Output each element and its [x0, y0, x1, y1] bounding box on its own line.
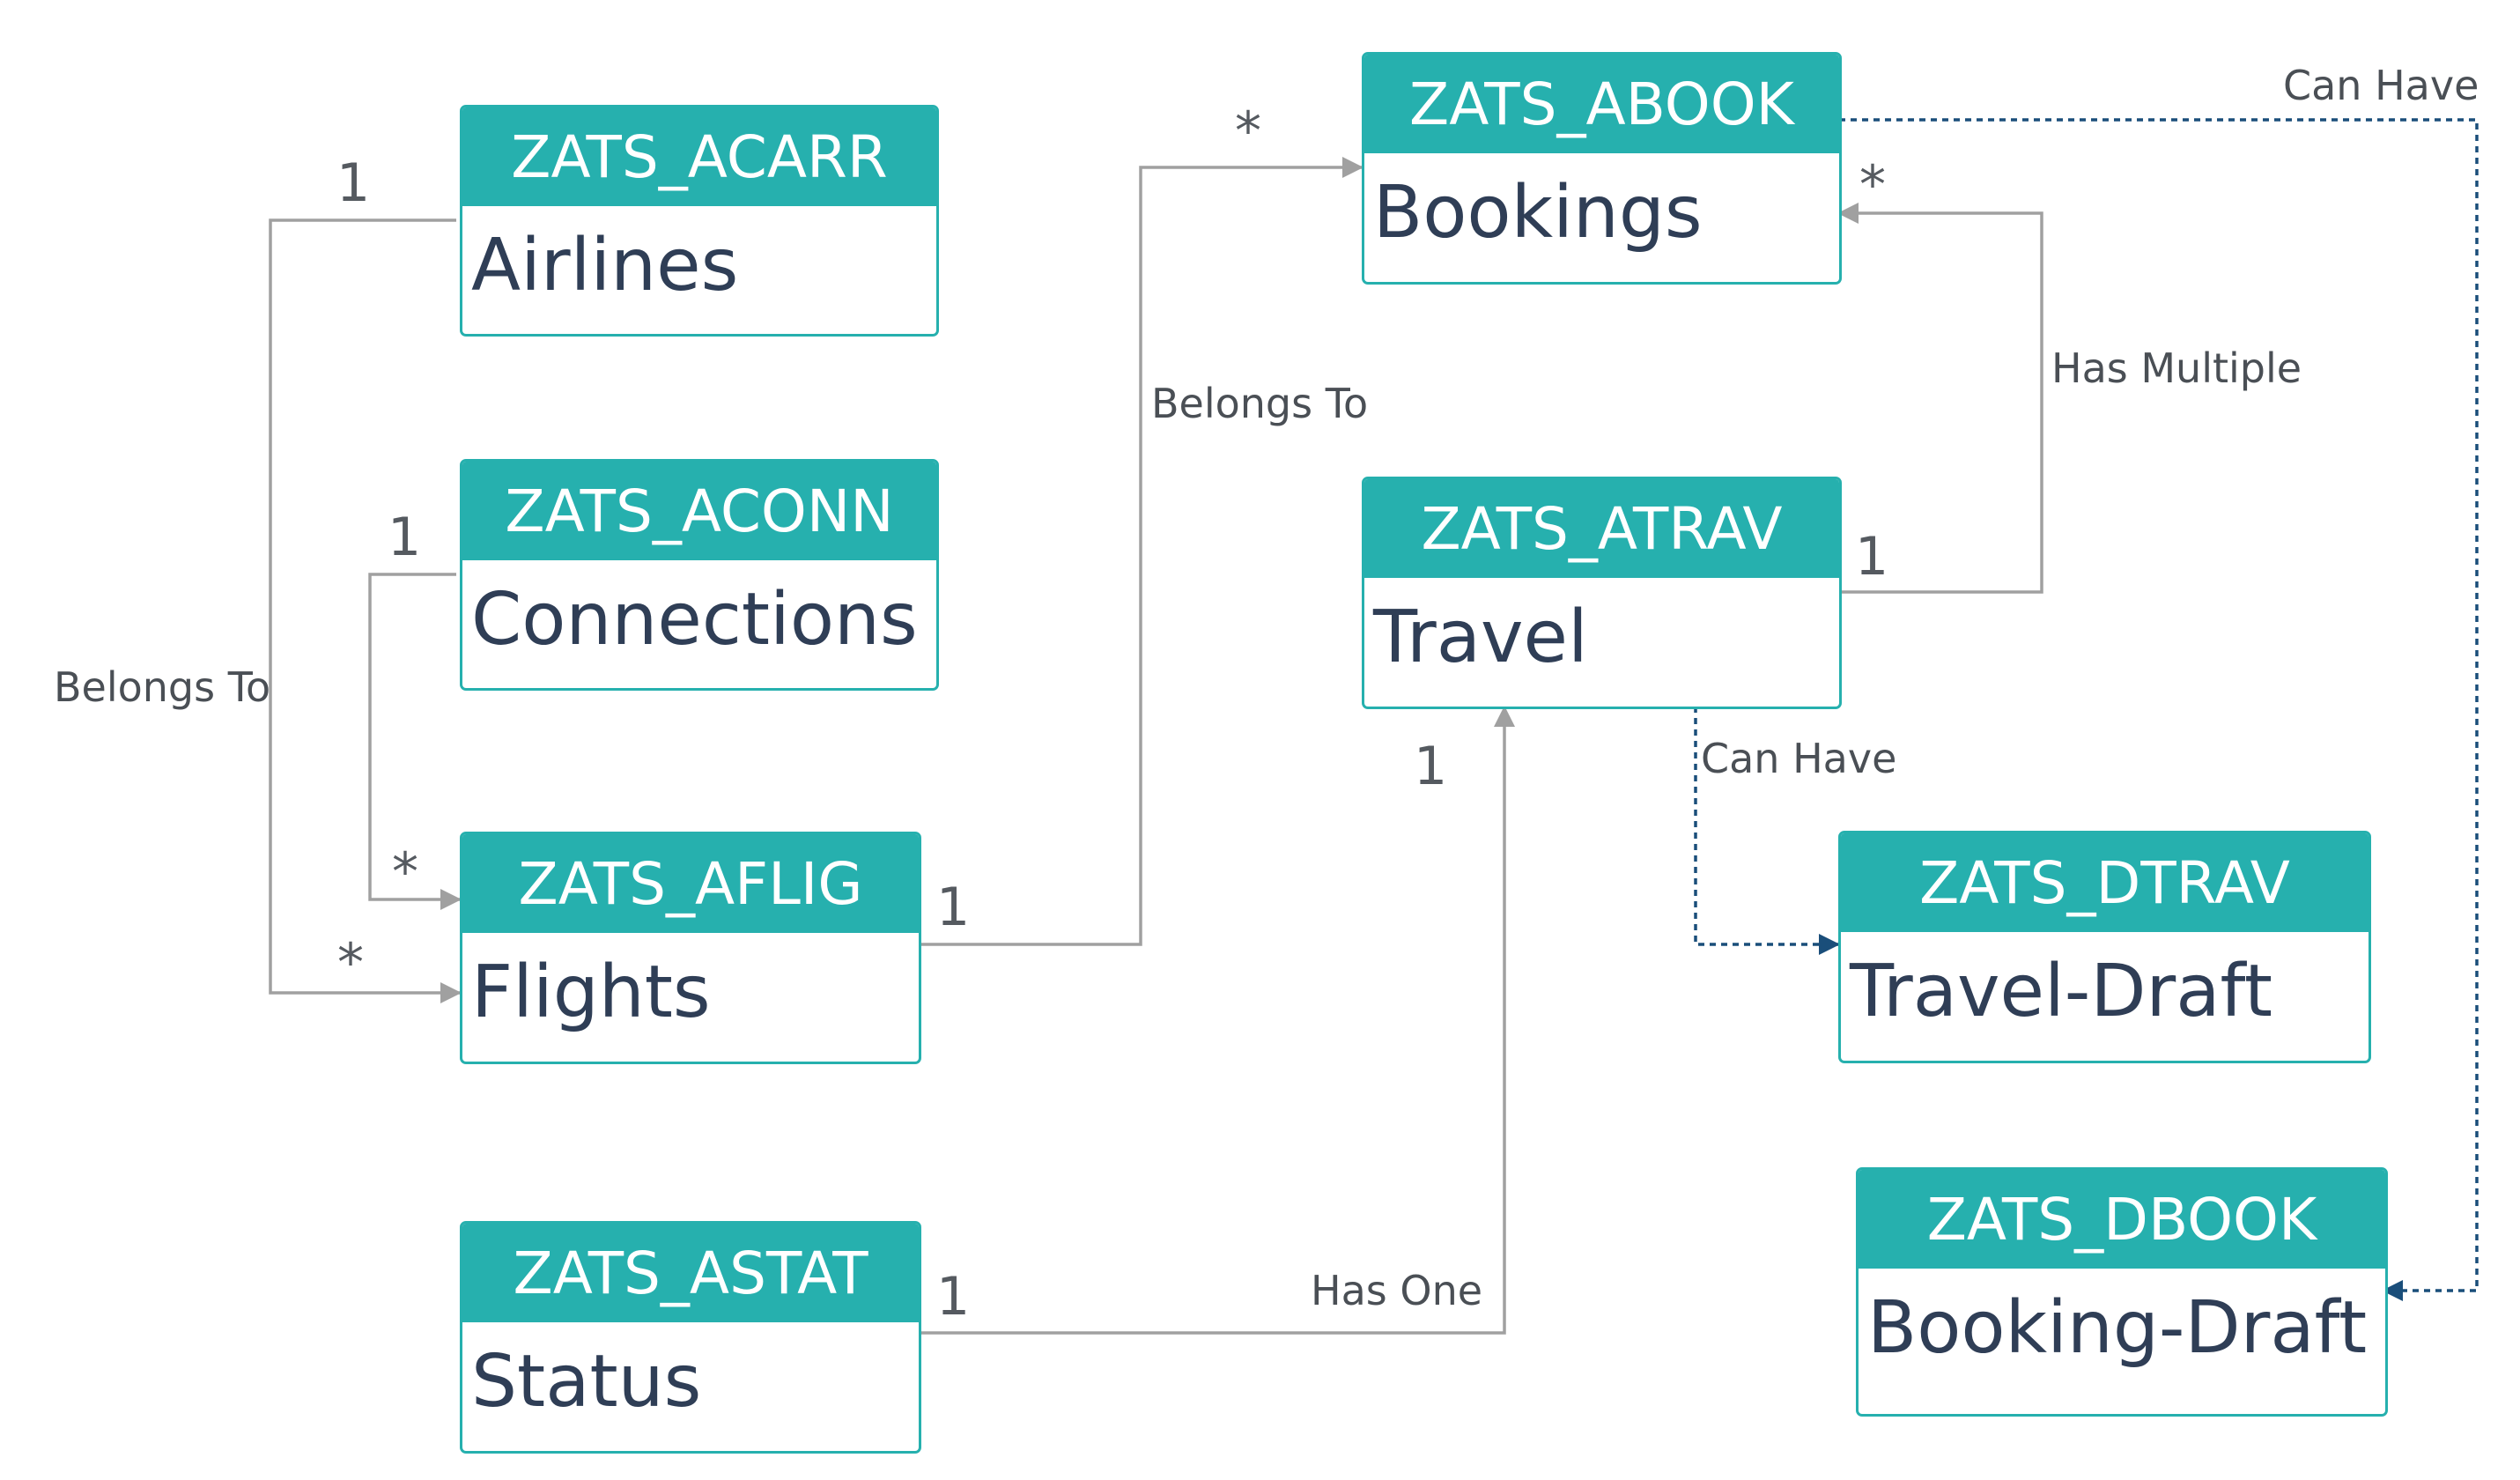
entity-id: ZATS_DBOOK: [1859, 1170, 2385, 1269]
cardinality-bookings-from-travel: *: [1859, 154, 1886, 216]
entity-bookings[interactable]: ZATS_ABOOK Bookings: [1362, 52, 1842, 285]
entity-name: Travel-Draft: [1850, 950, 2273, 1033]
entity-name: Bookings: [1373, 171, 1703, 255]
entity-name: Flights: [471, 951, 711, 1034]
entity-id: ZATS_ACARR: [462, 107, 936, 206]
cardinality-bookings-from-flights: *: [1235, 100, 1261, 162]
line-travel-bookings: [1837, 203, 2043, 594]
label-travel-draft: Can Have: [1701, 735, 1897, 782]
entity-name: Status: [471, 1340, 702, 1424]
cardinality-flights-to-bookings: 1: [936, 877, 971, 938]
entity-id: ZATS_ATRAV: [1364, 479, 1839, 578]
entity-name: Airlines: [471, 224, 739, 307]
cardinality-flights-from-airlines: *: [337, 932, 364, 994]
line-status-travel: [919, 706, 1515, 1335]
line-connections-flights: [368, 573, 462, 910]
label-airlines-flights: Belongs To: [54, 663, 271, 711]
entity-booking-draft[interactable]: ZATS_DBOOK Booking-Draft: [1856, 1167, 2388, 1417]
line-travel-draft: [1694, 707, 1840, 955]
entity-flights[interactable]: ZATS_AFLIG Flights: [460, 832, 921, 1064]
entity-airlines[interactable]: ZATS_ACARR Airlines: [460, 105, 939, 337]
entity-id: ZATS_ABOOK: [1364, 55, 1839, 153]
entity-id: ZATS_AFLIG: [462, 834, 919, 933]
entity-name: Travel: [1373, 596, 1588, 679]
cardinality-flights-from-connections: *: [392, 841, 418, 903]
entity-name: Booking-Draft: [1867, 1286, 2368, 1370]
cardinality-travel-to-bookings: 1: [1855, 526, 1889, 588]
entity-id: ZATS_ASTAT: [462, 1224, 919, 1322]
entity-status[interactable]: ZATS_ASTAT Status: [460, 1221, 921, 1454]
entity-id: ZATS_ACONN: [462, 462, 936, 560]
cardinality-connections: 1: [388, 507, 422, 568]
line-airlines-flights: [269, 218, 462, 1003]
line-booking-draft: [1839, 118, 2479, 1301]
label-flights-bookings: Belongs To: [1151, 380, 1369, 427]
entity-connections[interactable]: ZATS_ACONN Connections: [460, 459, 939, 691]
cardinality-airlines: 1: [336, 152, 371, 214]
cardinality-travel-from-status: 1: [1414, 736, 1448, 797]
entity-id: ZATS_DTRAV: [1841, 833, 2369, 932]
line-flights-bookings: [919, 157, 1363, 946]
entity-travel-draft[interactable]: ZATS_DTRAV Travel-Draft: [1838, 831, 2371, 1063]
label-booking-draft: Can Have: [2283, 62, 2479, 109]
entity-travel[interactable]: ZATS_ATRAV Travel: [1362, 477, 1842, 709]
cardinality-status: 1: [936, 1266, 971, 1328]
label-status-travel: Has One: [1311, 1267, 1483, 1314]
label-travel-bookings: Has Multiple: [2051, 344, 2302, 392]
entity-name: Connections: [471, 578, 918, 662]
